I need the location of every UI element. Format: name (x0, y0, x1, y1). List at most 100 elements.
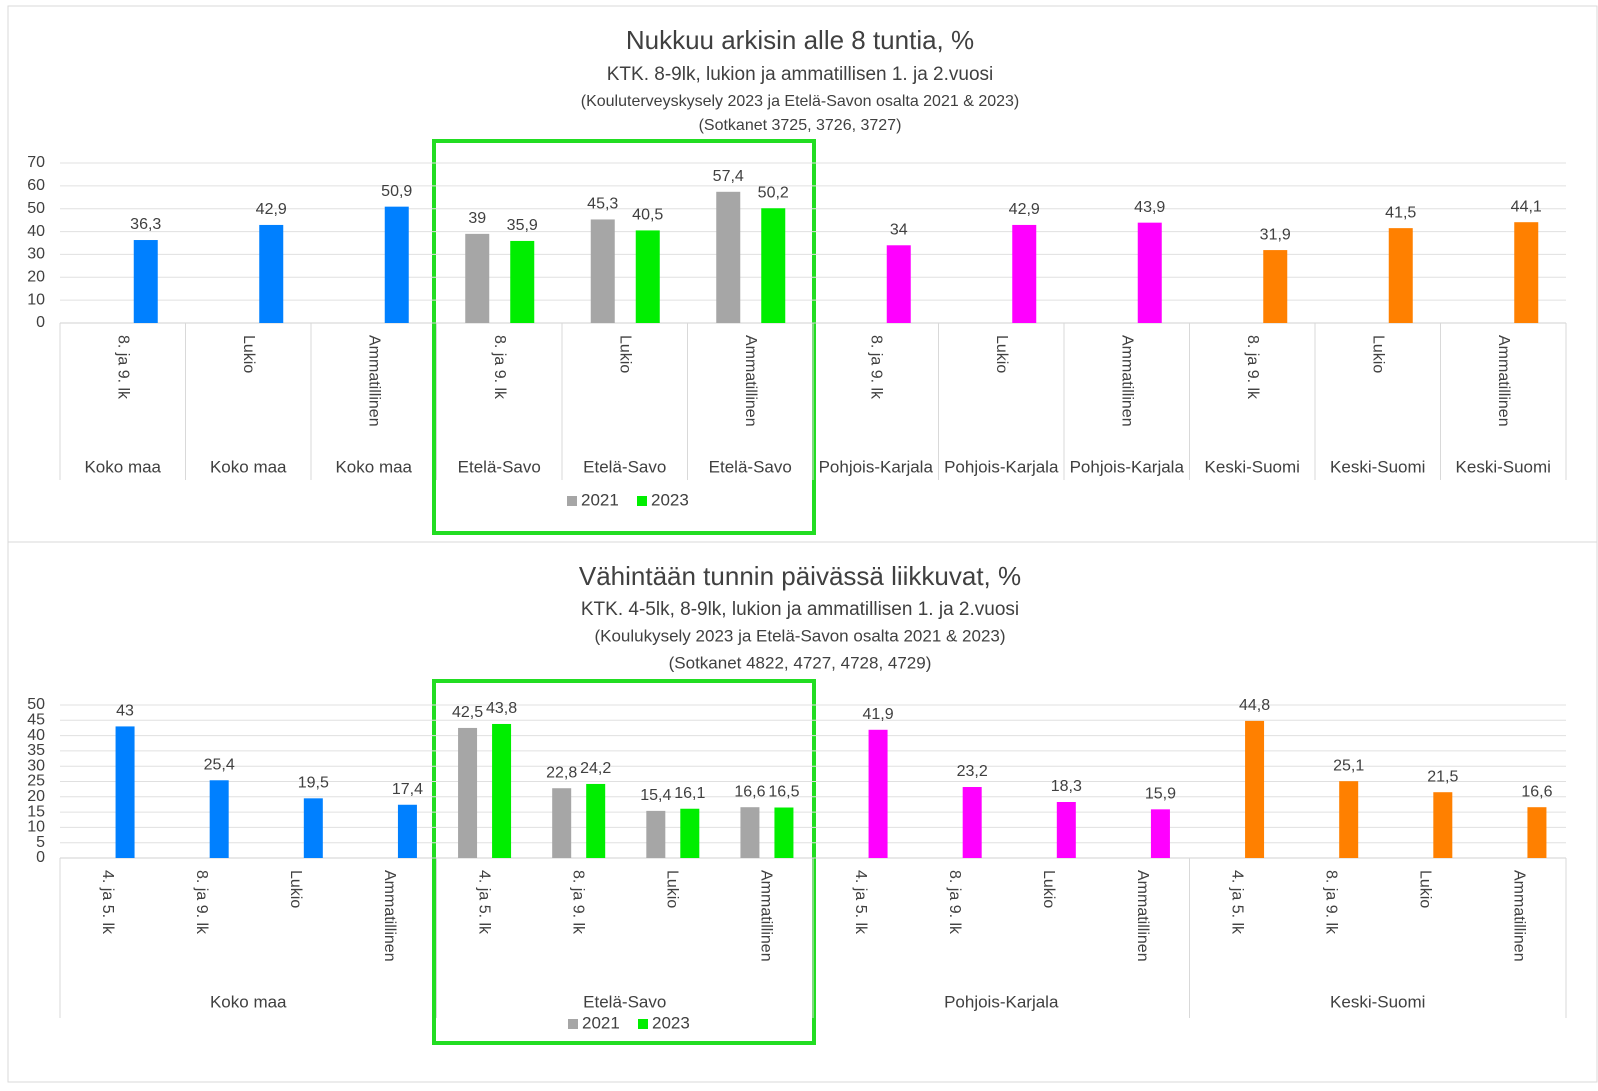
x-tick-label: 4. ja 5. lk (1228, 870, 1245, 935)
y-tick-label: 20 (27, 788, 45, 805)
data-label: 43 (116, 703, 134, 720)
y-tick-label: 20 (27, 269, 45, 286)
bar (115, 726, 135, 858)
data-label: 19,5 (298, 775, 329, 792)
legend-label: 2023 (651, 490, 689, 509)
y-tick-label: 10 (27, 291, 45, 308)
group-label: Etelä-Savo (458, 457, 541, 476)
data-label: 42,9 (256, 201, 287, 218)
chart-subtitle: (Sotkanet 4822, 4727, 4728, 4729) (669, 653, 932, 672)
data-label: 50,2 (758, 184, 789, 201)
bar (774, 807, 794, 858)
legend-swatch (638, 1019, 648, 1029)
y-tick-label: 50 (27, 200, 45, 217)
bar (303, 798, 323, 858)
bar (1527, 807, 1547, 858)
data-label: 57,4 (713, 168, 744, 185)
data-label: 42,5 (452, 704, 483, 721)
bar (1339, 781, 1359, 858)
x-tick-label: Ammatillinen (1134, 870, 1151, 962)
x-tick-label: Lukio (1417, 870, 1434, 908)
legend-swatch (567, 496, 577, 506)
chart-title: Vähintään tunnin päivässä liikkuvat, % (579, 561, 1021, 591)
y-tick-label: 60 (27, 177, 45, 194)
bar (397, 804, 417, 858)
x-tick-label: 8. ja 9. lk (868, 335, 885, 400)
x-tick-label: Lukio (1040, 870, 1057, 908)
x-tick-label: Ammatillinen (758, 870, 775, 962)
highlight-box (432, 679, 816, 1045)
data-label: 50,9 (381, 183, 412, 200)
group-label: Koko maa (335, 457, 412, 476)
group-label: Pohjois-Karjala (819, 457, 934, 476)
group-label: Keski-Suomi (1330, 457, 1425, 476)
group-label: Koko maa (210, 992, 287, 1011)
x-tick-label: 8. ja 9. lk (1322, 870, 1339, 935)
x-tick-label: 8. ja 9. lk (115, 335, 132, 400)
bar (492, 723, 512, 858)
x-tick-label: 4. ja 5. lk (475, 870, 492, 935)
bar (510, 240, 535, 323)
bar (962, 787, 982, 858)
chart-subtitle: (Kouluterveyskysely 2023 ja Etelä-Savon … (581, 93, 1019, 110)
data-label: 16,5 (768, 784, 799, 801)
data-label: 24,2 (580, 760, 611, 777)
bar (1012, 224, 1037, 323)
group-label: Keski-Suomi (1456, 457, 1551, 476)
group-label: Etelä-Savo (709, 457, 792, 476)
data-label: 25,1 (1333, 757, 1364, 774)
y-tick-label: 45 (27, 712, 45, 729)
legend-label: 2021 (581, 490, 619, 509)
x-tick-label: Ammatillinen (1511, 870, 1528, 962)
group-label: Koko maa (84, 457, 161, 476)
group-label: Etelä-Savo (583, 457, 666, 476)
data-label: 45,3 (587, 196, 618, 213)
x-tick-label: 4. ja 5. lk (852, 870, 869, 935)
data-label: 41,5 (1385, 204, 1416, 221)
y-tick-label: 40 (27, 727, 45, 744)
y-tick-label: 5 (36, 834, 45, 851)
x-tick-label: Lukio (664, 870, 681, 908)
group-label: Pohjois-Karjala (1070, 457, 1185, 476)
data-label: 21,5 (1427, 768, 1458, 785)
legend-swatch (637, 496, 647, 506)
data-label: 44,1 (1511, 198, 1542, 215)
x-tick-label: Ammatillinen (1119, 335, 1136, 427)
chart-subtitle: (Koulukysely 2023 ja Etelä-Savon osalta … (594, 626, 1005, 645)
legend-swatch (568, 1019, 578, 1029)
x-tick-label: 8. ja 9. lk (1244, 335, 1261, 400)
y-tick-label: 70 (27, 154, 45, 171)
bar (716, 191, 741, 323)
data-label: 36,3 (130, 216, 161, 233)
bar (1263, 250, 1288, 323)
x-tick-label: 4. ja 5. lk (99, 870, 116, 935)
y-tick-label: 30 (27, 757, 45, 774)
data-label: 18,3 (1051, 778, 1082, 795)
y-tick-label: 35 (27, 742, 45, 759)
bar (1137, 222, 1162, 323)
bar (1388, 228, 1413, 323)
x-tick-label: Lukio (240, 335, 257, 373)
chart-title: Nukkuu arkisin alle 8 tuntia, % (626, 25, 974, 55)
data-label: 42,9 (1009, 201, 1040, 218)
x-tick-label: 8. ja 9. lk (193, 870, 210, 935)
x-tick-label: Lukio (993, 335, 1010, 373)
x-tick-label: Ammatillinen (366, 335, 383, 427)
legend-label: 2023 (652, 1013, 690, 1032)
bar (1056, 802, 1076, 858)
x-tick-label: Lukio (1370, 335, 1387, 373)
chart-subtitle: (Sotkanet 3725, 3726, 3727) (699, 117, 902, 134)
data-label: 40,5 (632, 207, 663, 224)
group-label: Koko maa (210, 457, 287, 476)
y-tick-label: 15 (27, 803, 45, 820)
bar (586, 783, 606, 858)
x-tick-label: Lukio (617, 335, 634, 373)
bar (1433, 792, 1453, 858)
bar (465, 233, 490, 323)
bar (1150, 809, 1170, 858)
bar (552, 788, 572, 858)
x-tick-label: Ammatillinen (1495, 335, 1512, 427)
data-label: 35,9 (507, 217, 538, 234)
data-label: 34 (890, 222, 908, 239)
data-label: 16,6 (1521, 783, 1552, 800)
